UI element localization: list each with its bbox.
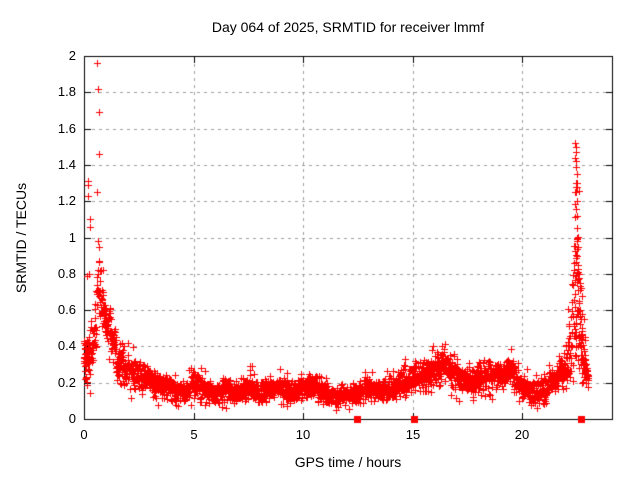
x-tick-label: 10 — [295, 427, 311, 442]
y-tick-label: 0.2 — [57, 375, 76, 390]
y-tick-label: 0.4 — [57, 338, 76, 353]
x-tick-label: 0 — [80, 427, 88, 442]
y-tick-label: 0 — [68, 411, 76, 426]
y-tick-label: 1.6 — [57, 121, 76, 136]
y-tick-label: 1.8 — [57, 84, 76, 99]
y-tick-label: 0.8 — [57, 266, 76, 281]
x-tick-label: 20 — [514, 427, 530, 442]
y-tick-label: 2 — [68, 48, 76, 63]
y-tick-label: 1.4 — [57, 157, 76, 172]
y-tick-label: 1 — [68, 230, 76, 245]
chart-title: Day 064 of 2025, SRMTID for receiver lmm… — [211, 19, 485, 35]
y-tick-label: 0.6 — [57, 302, 76, 317]
x-tick-label: 15 — [405, 427, 421, 442]
y-tick-label: 1.2 — [57, 193, 76, 208]
x-tick-label: 5 — [190, 427, 198, 442]
x-axis-label: GPS time / hours — [294, 454, 402, 470]
